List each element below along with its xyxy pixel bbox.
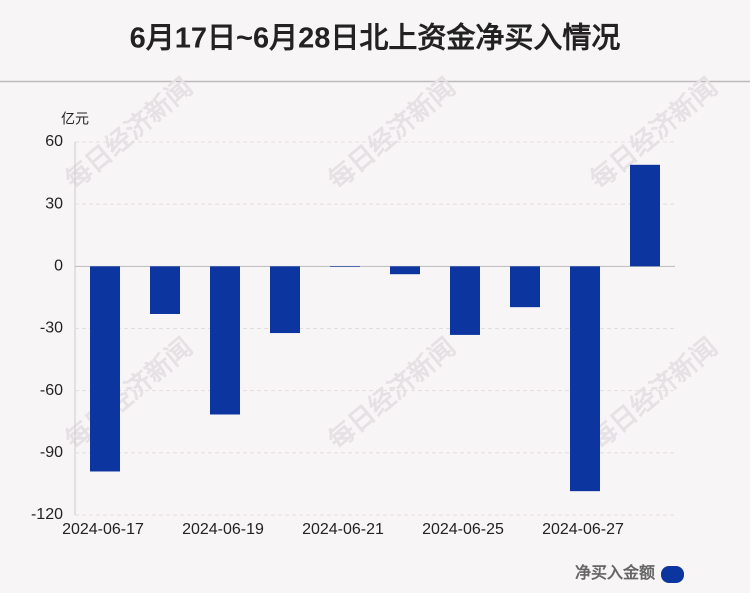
legend-swatch [661, 566, 684, 583]
x-tick-label: 2024-06-25 [422, 521, 504, 538]
y-unit: 亿元 [61, 111, 89, 127]
bar [630, 164, 660, 267]
y-tick-label: 60 [45, 133, 63, 150]
bar [510, 266, 540, 308]
chart-title: 6月17日~6月28日北上资金净买入情况 [130, 21, 621, 55]
bar [570, 266, 600, 492]
y-tick-label: 30 [45, 195, 63, 212]
x-tick-label: 2024-06-21 [302, 521, 384, 538]
bar [210, 266, 240, 415]
y-tick-label: -120 [31, 506, 63, 523]
y-tick-label: -90 [40, 444, 63, 461]
y-tick-label: -30 [40, 320, 63, 337]
bar [390, 266, 420, 275]
y-tick-label: 0 [54, 258, 63, 275]
x-tick-label: 2024-06-27 [542, 521, 624, 538]
bar [450, 266, 480, 335]
bar [150, 266, 180, 314]
y-tick-label: -60 [40, 382, 63, 399]
x-tick-label: 2024-06-19 [182, 521, 264, 538]
x-tick-label: 2024-06-17 [62, 521, 144, 538]
bar [90, 266, 120, 472]
legend-label: 净买入金额 [575, 563, 655, 582]
bar [330, 266, 360, 267]
bar [270, 266, 300, 334]
